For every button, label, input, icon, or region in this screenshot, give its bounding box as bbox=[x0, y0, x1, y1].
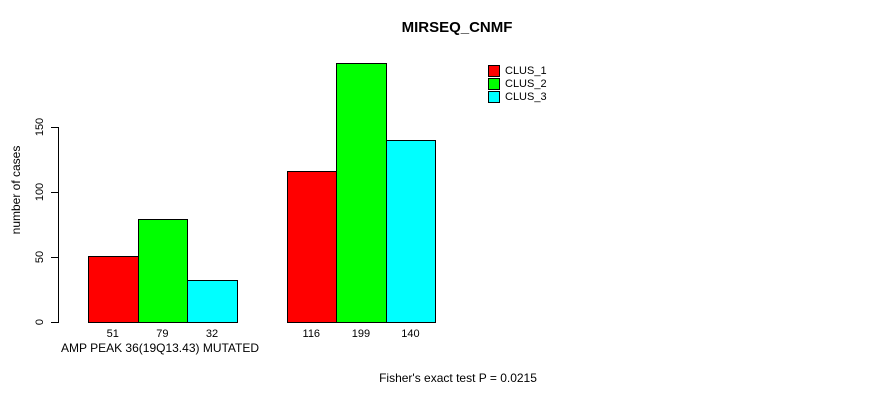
bar-value-label: 79 bbox=[156, 328, 169, 340]
y-axis-tick bbox=[51, 257, 58, 258]
legend-label: CLUS_3 bbox=[505, 90, 547, 103]
chart-title: MIRSEQ_CNMF bbox=[401, 19, 513, 36]
x-axis-group-label: AMP PEAK 36(19Q13.43) MUTATED bbox=[60, 341, 260, 355]
legend-color-swatch bbox=[488, 64, 500, 77]
y-axis-tick-label: 150 bbox=[34, 117, 46, 137]
bar-value-label: 32 bbox=[205, 328, 219, 340]
y-axis-line bbox=[58, 127, 59, 323]
y-axis-tick-label: 50 bbox=[34, 250, 46, 264]
bar-clus_3-group1 bbox=[187, 280, 238, 323]
legend-label: CLUS_1 bbox=[505, 64, 547, 77]
legend-color-swatch bbox=[488, 77, 500, 90]
bar-value-label: 199 bbox=[351, 328, 371, 340]
y-axis-tick-label: 0 bbox=[34, 318, 46, 326]
bar-clus_1-group1 bbox=[88, 256, 139, 323]
legend-item: CLUS_1 bbox=[488, 64, 547, 77]
legend-item: CLUS_2 bbox=[488, 77, 547, 90]
legend-item: CLUS_3 bbox=[488, 90, 547, 103]
legend-label: CLUS_2 bbox=[505, 77, 547, 90]
y-axis-tick-label: 100 bbox=[34, 182, 46, 202]
y-axis-tick bbox=[51, 322, 58, 323]
bar-clus_2-group1 bbox=[137, 219, 189, 323]
bar-value-label: 51 bbox=[106, 328, 119, 340]
stat-test-footnote: Fisher's exact test P = 0.0215 bbox=[379, 371, 537, 385]
bar-clus_1-group2 bbox=[286, 171, 338, 323]
y-axis-tick bbox=[51, 192, 58, 193]
bar-clus_3-group2 bbox=[385, 140, 437, 323]
bar-value-label: 140 bbox=[401, 328, 420, 340]
legend-color-swatch bbox=[488, 90, 500, 103]
bar-clus_2-group2 bbox=[336, 63, 387, 323]
bar-value-label: 116 bbox=[302, 328, 321, 340]
y-axis-tick bbox=[51, 127, 58, 128]
legend: CLUS_1 CLUS_2 CLUS_3 bbox=[488, 64, 547, 103]
